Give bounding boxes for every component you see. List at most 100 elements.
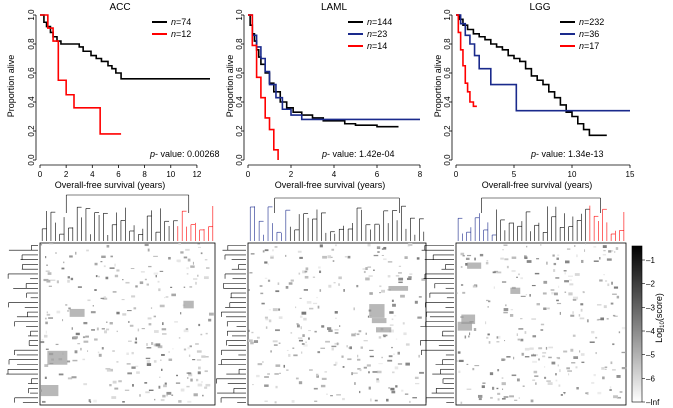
heatmap-cell: [265, 318, 269, 321]
heatmap-cell: [397, 363, 403, 365]
heatmap-cell: [599, 279, 603, 282]
heatmap-cell: [357, 358, 361, 361]
heatmap-cell: [466, 254, 472, 257]
heatmap-cell: [131, 295, 136, 298]
heatmap-cell: [116, 311, 120, 315]
y-tick-label: 0.0: [27, 154, 36, 166]
colorbar-tick-label: –2: [646, 280, 655, 289]
heatmap-cell: [159, 376, 161, 378]
heatmap-cell: [336, 394, 341, 396]
heatmap-cell: [368, 371, 370, 374]
heatmap-cell: [503, 358, 506, 361]
survival-curve-n-17: [456, 14, 477, 108]
heatmap-cell: [334, 329, 339, 331]
heatmap-block: [69, 308, 85, 317]
heatmap-cell: [546, 380, 551, 382]
heatmap-cell: [415, 382, 420, 385]
heatmap-cell: [206, 267, 210, 269]
heatmap-cell: [274, 373, 279, 375]
heatmap-cell: [305, 267, 309, 271]
heatmap-cell: [58, 373, 64, 376]
heatmap-cell: [297, 250, 302, 253]
heatmap-cell: [301, 311, 307, 315]
heatmap-cell: [334, 331, 339, 334]
heatmap-cell: [95, 275, 98, 278]
pvalue-p: p: [530, 149, 536, 159]
heatmap-cell: [166, 394, 169, 397]
heatmap-cell: [464, 335, 467, 339]
heatmap-cell: [543, 280, 548, 284]
heatmap-cell: [520, 295, 526, 297]
heatmap-cell: [327, 255, 332, 259]
x-tick-label: 6: [116, 170, 121, 179]
heatmap-cell: [342, 366, 345, 368]
heatmap-cell: [408, 243, 413, 246]
heatmap-cell: [506, 356, 511, 358]
heatmap-cell: [80, 347, 82, 351]
heatmap-cell: [44, 376, 47, 379]
heatmap-cell: [303, 289, 308, 291]
heatmap-cell: [536, 258, 540, 260]
x-tick-label: 10: [166, 170, 175, 179]
svg-text:p- value: 0.00268: p- value: 0.00268: [149, 149, 220, 159]
heatmap-cell: [462, 255, 465, 257]
heatmap-cell: [301, 343, 305, 345]
heatmap-cell: [46, 279, 51, 283]
heatmap-cell: [392, 371, 395, 374]
heatmap-cell: [150, 307, 153, 309]
heatmap-cell: [88, 399, 91, 402]
heatmap-cell: [621, 326, 626, 330]
heatmap-cell: [542, 292, 547, 295]
heatmap-cell: [302, 334, 305, 337]
heatmap-cell: [557, 364, 560, 367]
heatmap-cell: [127, 310, 132, 312]
heatmap-cell: [511, 270, 516, 273]
heatmap-cell: [114, 274, 119, 278]
heatmap-cell: [190, 265, 195, 268]
survival-curve-n-12: [40, 14, 122, 135]
heatmap-cell: [109, 322, 113, 325]
x-tick-label: 6: [375, 170, 380, 179]
heatmap-cell: [618, 331, 621, 334]
heatmap-cell: [158, 385, 161, 389]
heatmap-cell: [328, 284, 332, 288]
heatmap-cell: [196, 350, 202, 353]
heatmap-cell: [161, 328, 167, 331]
heatmap-cell: [509, 395, 514, 398]
heatmap-cell: [516, 333, 518, 337]
heatmap-cell: [608, 250, 612, 253]
heatmap-cell: [573, 296, 579, 300]
heatmap-cell: [503, 396, 509, 398]
heatmap-cell: [603, 273, 605, 276]
heatmap-cell: [321, 377, 327, 380]
heatmap-cell: [379, 292, 381, 294]
heatmap-cell: [574, 273, 580, 276]
heatmap-cell: [612, 293, 617, 295]
heatmap-cell: [101, 328, 105, 330]
heatmap-cell: [94, 338, 98, 341]
heatmap-cell: [456, 292, 458, 294]
heatmap-cell: [591, 381, 595, 384]
heatmap-cell: [354, 382, 356, 385]
heatmap-cell: [516, 378, 520, 382]
heatmap-cell: [393, 315, 397, 317]
heatmap-cell: [192, 359, 196, 361]
heatmap-cell: [296, 323, 299, 325]
heatmap-cell: [488, 341, 491, 344]
heatmap-cell: [555, 277, 560, 279]
heatmap-cell: [159, 270, 164, 272]
heatmap-cell: [506, 265, 509, 269]
y-axis-label: Proportion alive: [225, 55, 235, 118]
heatmap-cell: [165, 296, 169, 298]
heatmap-cell: [538, 347, 543, 350]
heatmap-cell: [114, 387, 119, 390]
heatmap-cell: [417, 316, 422, 319]
heatmap-cell: [205, 332, 208, 335]
heatmap-cell: [67, 360, 71, 363]
heatmap-cell: [146, 347, 152, 349]
heatmap-cell: [197, 274, 199, 277]
heatmap-cell: [145, 391, 150, 394]
heatmap-cell: [596, 304, 602, 306]
heatmap-cell: [389, 324, 394, 327]
x-tick-label: 8: [418, 170, 423, 179]
